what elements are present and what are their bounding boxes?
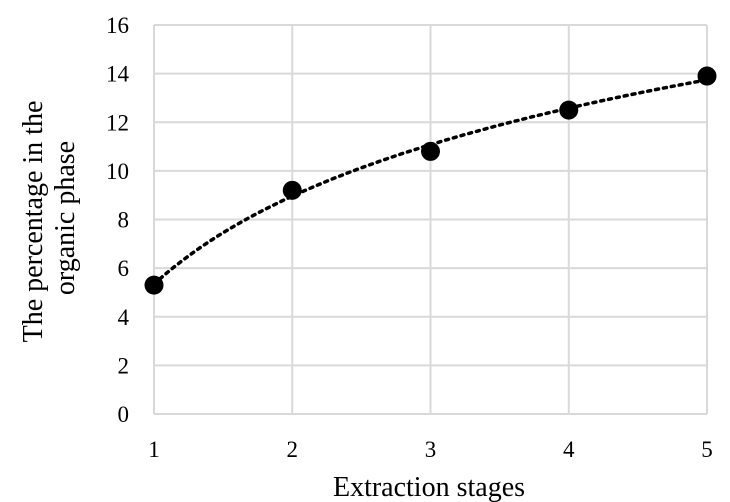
y-tick-label-8: 16	[106, 13, 129, 38]
data-point-2	[282, 180, 302, 200]
x-axis-title: Extraction stages	[333, 472, 525, 502]
y-axis-title-line-2: organic phase	[50, 141, 81, 295]
data-points	[144, 66, 717, 295]
data-point-5	[697, 66, 717, 86]
y-tick-label-2: 4	[118, 305, 130, 330]
y-tick-label-0: 0	[118, 402, 130, 427]
y-tick-label-4: 8	[118, 208, 130, 233]
data-point-1	[144, 275, 164, 295]
y-tick-label-6: 12	[106, 110, 129, 135]
x-tick-label-1: 2	[287, 437, 299, 462]
y-tick-label-3: 6	[118, 256, 130, 281]
y-tick-label-7: 14	[106, 62, 130, 87]
x-tick-label-2: 3	[425, 437, 437, 462]
x-tick-label-4: 5	[701, 437, 713, 462]
x-tick-label-0: 1	[148, 437, 160, 462]
y-axis-title-line-1: The percentage in the	[18, 101, 49, 343]
data-point-3	[421, 141, 440, 161]
y-tick-label-5: 10	[106, 159, 129, 184]
y-axis-ticks: 0 2 4 6 8 10 12 14 16	[106, 13, 130, 427]
grid	[153, 24, 708, 415]
x-axis-ticks: 1 2 3 4 5	[148, 437, 713, 462]
y-axis-title: The percentage in the organic phase	[18, 94, 81, 343]
x-tick-label-3: 4	[563, 437, 575, 462]
y-tick-label-1: 2	[118, 353, 130, 378]
data-point-4	[559, 100, 579, 120]
